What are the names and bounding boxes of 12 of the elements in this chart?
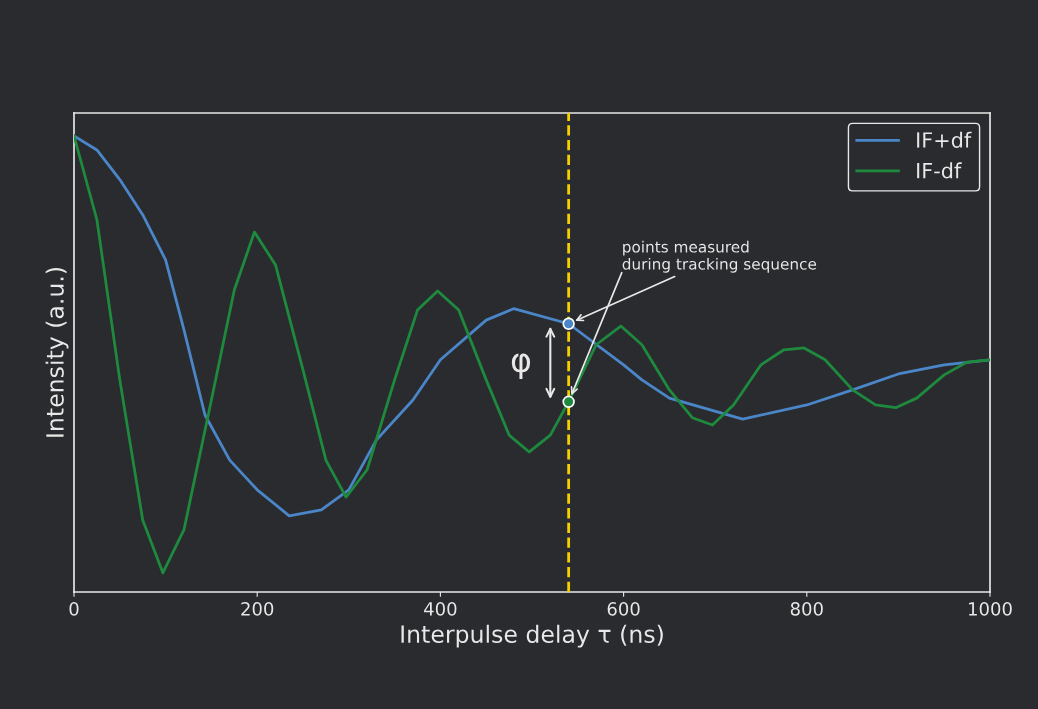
x-tick-label: 800 bbox=[790, 602, 823, 616]
legend-label: IF-df bbox=[917, 162, 962, 179]
annotation: points measured during tracking sequence bbox=[622, 240, 817, 273]
x-tick-label: 600 bbox=[607, 602, 640, 616]
x-tick-label: 200 bbox=[241, 602, 274, 616]
x-tick-label: 400 bbox=[424, 602, 457, 616]
legend-label: IF+df bbox=[917, 131, 972, 148]
y-axis-title: Intensity (a.u.) bbox=[45, 267, 69, 437]
x-axis-title: Interpulse delay τ (ns) bbox=[401, 624, 663, 648]
annotation: φ bbox=[511, 353, 531, 379]
x-tick-label: 0 bbox=[69, 602, 79, 616]
x-tick-label: 1000 bbox=[969, 602, 1012, 616]
